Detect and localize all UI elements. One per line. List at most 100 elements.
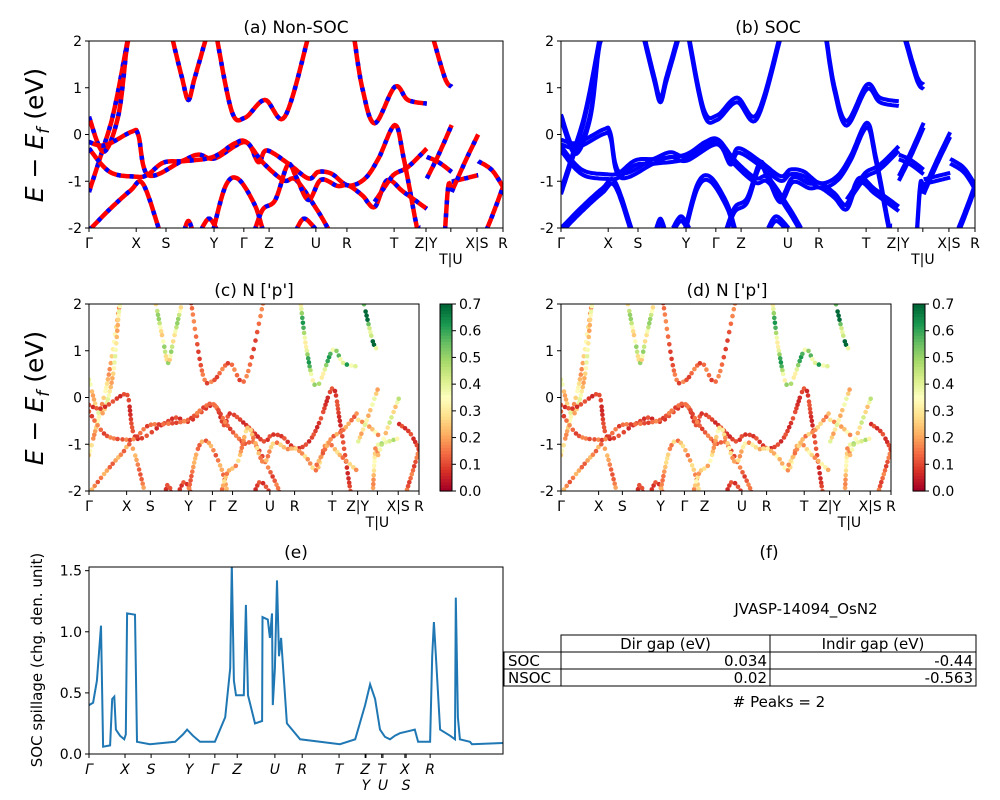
x-tick-label: Γ <box>85 762 94 778</box>
projected-band-point <box>320 409 326 415</box>
projected-band-point <box>245 425 250 431</box>
x-tick-label: T <box>389 236 399 252</box>
projected-band-point <box>377 447 383 452</box>
projected-band-point <box>116 309 122 314</box>
x-tick-label: Γ <box>712 236 720 252</box>
projected-band-point <box>227 411 232 416</box>
projected-band-point <box>576 468 582 473</box>
projected-band-point <box>381 436 387 442</box>
projected-band-point <box>349 363 354 368</box>
projected-band-point <box>714 434 719 440</box>
colorbar-segment <box>913 363 925 367</box>
projected-band-point <box>771 310 777 316</box>
projected-band-point <box>637 482 642 488</box>
projected-band-point <box>275 485 281 491</box>
projected-band-point <box>578 393 584 398</box>
projected-band-point <box>258 436 263 442</box>
nsoc-band-dash <box>425 154 454 174</box>
ylabel-sub: f <box>34 125 54 134</box>
colorbar-segment <box>913 353 925 358</box>
projected-band-point <box>883 464 889 469</box>
projected-band-point <box>586 396 592 401</box>
nsoc-band-line <box>352 41 428 126</box>
colorbar-segment <box>440 385 452 389</box>
projected-band-point <box>127 404 132 410</box>
projected-band-point <box>691 467 697 473</box>
panel-d-title: (d) N ['p'] <box>687 281 768 301</box>
nsoc-band-dash <box>294 216 318 228</box>
projected-band-point <box>302 454 308 459</box>
projected-band-point <box>588 312 593 318</box>
y-tick-label: 1 <box>545 81 554 97</box>
projected-band-point <box>660 478 665 483</box>
projected-band-point <box>208 443 214 449</box>
projected-band-point <box>706 372 712 378</box>
projected-band-point <box>338 356 343 362</box>
projected-band-point <box>691 491 696 496</box>
colorbar-segment <box>440 338 452 342</box>
projected-band-point <box>328 437 333 442</box>
projected-band-point <box>582 371 588 377</box>
projected-band-point <box>687 458 693 463</box>
projected-band-point <box>153 304 159 307</box>
projected-band-point <box>220 483 226 488</box>
projected-band-point <box>694 419 700 425</box>
projected-band-point <box>313 428 318 434</box>
projected-band-point <box>181 480 186 485</box>
colorbar-segment <box>440 419 452 424</box>
nsoc-band-dash <box>170 41 208 103</box>
projected-band-point <box>868 396 873 402</box>
projected-band-point <box>641 344 647 350</box>
projected-band-point <box>373 391 379 397</box>
projected-band-point <box>564 401 570 406</box>
x-tick-label: Y <box>185 762 195 778</box>
projected-band-point <box>705 463 711 469</box>
projected-band-point <box>190 469 195 474</box>
projected-band-point <box>582 376 587 381</box>
projected-band-point <box>633 339 638 344</box>
soc-band-line <box>561 125 893 228</box>
projected-band-point <box>371 491 376 496</box>
projected-band-point <box>133 453 138 458</box>
projected-band-point <box>726 329 732 335</box>
projected-band-point <box>139 476 144 482</box>
y-tick-label: 2 <box>545 34 554 50</box>
projected-band-point <box>274 440 280 446</box>
projected-band-point <box>642 339 648 344</box>
projected-band-point <box>730 455 735 461</box>
projected-band-point <box>706 414 712 420</box>
projected-band-point <box>198 362 204 368</box>
projected-band-point <box>192 456 198 461</box>
projected-band-point <box>346 480 352 486</box>
projected-band-point <box>134 457 139 463</box>
projected-band-point <box>809 452 815 458</box>
colorbar-segment <box>440 469 452 473</box>
projected-band-point <box>282 436 287 441</box>
nsoc-band-line <box>476 159 503 188</box>
projected-band-point <box>316 420 322 426</box>
projected-band-point <box>233 463 239 469</box>
projected-band-point <box>359 419 365 425</box>
projected-band-point <box>357 435 363 440</box>
nsoc-band-dash <box>476 159 503 188</box>
projected-band-point <box>188 297 193 302</box>
projected-band-point <box>187 482 193 487</box>
x-tick-label: S <box>402 778 411 794</box>
projected-band-point <box>162 349 168 355</box>
projected-band-point <box>175 320 180 326</box>
colorbar-segment <box>913 475 925 480</box>
y-tick-label: -1 <box>68 174 82 190</box>
projected-band-point <box>650 305 656 310</box>
colorbar-segment <box>913 372 925 377</box>
ylabel-unit: (eV) <box>20 331 49 391</box>
projected-band-point <box>568 410 573 416</box>
projected-band-point <box>694 479 699 484</box>
projected-band-point <box>777 352 782 357</box>
projected-band-point <box>110 461 115 467</box>
x-tick-label: T <box>377 762 387 778</box>
projected-band-point <box>667 446 673 452</box>
projected-band-point <box>219 491 224 496</box>
projected-band-point <box>404 491 409 496</box>
projected-band-point <box>330 347 336 353</box>
projected-band-point <box>668 349 673 355</box>
